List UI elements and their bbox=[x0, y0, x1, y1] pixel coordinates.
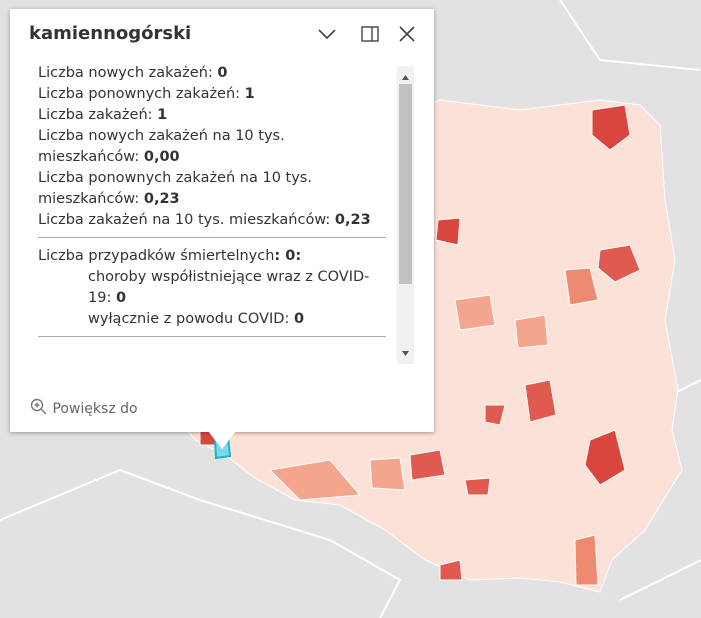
field-value: : 0: bbox=[274, 248, 302, 264]
scroll-thumb[interactable] bbox=[399, 84, 412, 284]
field-label: Liczba nowych zakażeń na 10 tys. mieszka… bbox=[38, 128, 285, 165]
field-label: Liczba zakażeń: bbox=[38, 107, 153, 123]
field-label: choroby współistniejące wraz z COVID-19: bbox=[88, 269, 370, 306]
field-value: 0,00 bbox=[143, 149, 180, 165]
separator bbox=[38, 336, 386, 337]
zoom-label: Powiększ do bbox=[52, 401, 138, 417]
death-items: choroby współistniejące wraz z COVID-19:… bbox=[38, 267, 388, 330]
field-value: 0 bbox=[217, 65, 228, 81]
popup-content: Liczba nowych zakażeń: 0 Liczba ponownych… bbox=[38, 63, 388, 365]
fields: Liczba nowych zakażeń: 0 Liczba ponownych… bbox=[38, 63, 388, 231]
field: Liczba ponownych zakażeń na 10 tys. mies… bbox=[38, 168, 388, 210]
death-item: choroby współistniejące wraz z COVID-19:… bbox=[38, 267, 388, 309]
field-label: Liczba zakażeń na 10 tys. mieszkańców: bbox=[38, 212, 331, 228]
field-value: 0 bbox=[115, 290, 127, 306]
field-label: wyłącznie z powodu COVID: bbox=[88, 311, 290, 327]
field-label: Liczba ponownych zakażeń na 10 tys. mies… bbox=[38, 170, 312, 207]
death-item: wyłącznie z powodu COVID: 0 bbox=[38, 309, 388, 330]
field-value: 0,23 bbox=[334, 212, 371, 228]
field: Liczba zakażeń: 1 bbox=[38, 105, 388, 126]
field: Liczba przypadków śmiertelnych: 0: bbox=[38, 246, 388, 267]
popup-title: kamiennogórski bbox=[29, 23, 192, 44]
field-value: 0 bbox=[293, 311, 305, 327]
field-value: 1 bbox=[244, 86, 255, 102]
districts bbox=[199, 104, 641, 586]
field: Liczba nowych zakażeń: 0 bbox=[38, 63, 388, 84]
field-label: Liczba ponownych zakażeń: bbox=[38, 86, 241, 102]
zoom-button[interactable]: Powiększ do bbox=[30, 398, 138, 417]
field: Liczba zakażeń na 10 tys. mieszkańców: 0… bbox=[38, 210, 388, 231]
collapse-button[interactable] bbox=[316, 23, 338, 45]
field: Liczba ponownych zakażeń: 1 bbox=[38, 84, 388, 105]
dock-button[interactable] bbox=[359, 23, 381, 45]
zoom-icon bbox=[30, 398, 47, 415]
separator bbox=[38, 237, 386, 238]
field: Liczba nowych zakażeń na 10 tys. mieszka… bbox=[38, 126, 388, 168]
field-label: Liczba przypadków śmiertelnych bbox=[38, 248, 275, 264]
field-label: Liczba nowych zakażeń: bbox=[38, 65, 213, 81]
popup-pointer bbox=[208, 431, 236, 449]
scrollbar[interactable] bbox=[397, 66, 414, 364]
field-value: 0,23 bbox=[143, 191, 180, 207]
field-value: 1 bbox=[157, 107, 168, 123]
close-button[interactable] bbox=[396, 23, 418, 45]
